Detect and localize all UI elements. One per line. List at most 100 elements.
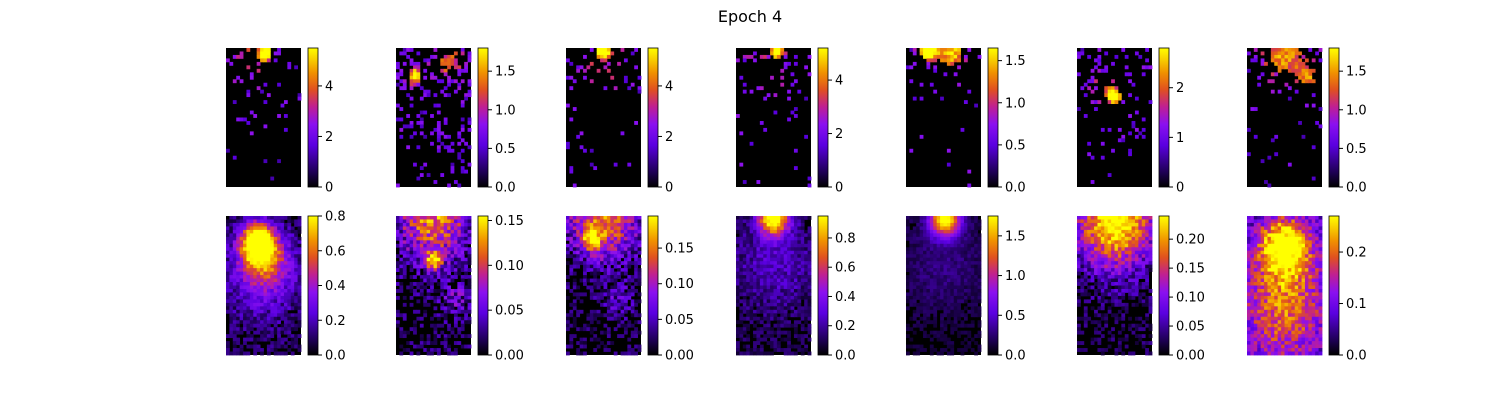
heatmap-cell — [297, 282, 302, 286]
heatmap-cell — [280, 299, 285, 304]
heatmap-cell — [596, 216, 601, 220]
heatmap-cell — [957, 247, 961, 252]
heatmap-cell — [266, 292, 271, 297]
heatmap-cell — [1087, 141, 1092, 146]
heatmap-cell — [617, 264, 621, 269]
heatmap-cell — [426, 292, 431, 297]
heatmap-cell — [1083, 271, 1088, 276]
heatmap-cell — [467, 292, 472, 297]
heatmap-cell — [787, 250, 791, 255]
heatmap-cell — [936, 275, 941, 279]
heatmap-cell — [620, 268, 625, 273]
heatmap-cell — [464, 226, 468, 231]
heatmap-cell — [290, 316, 295, 321]
heatmap-cell — [1104, 229, 1109, 234]
heatmap-cell — [1087, 236, 1092, 241]
heatmap-cell — [1138, 250, 1143, 255]
heatmap-cell — [440, 219, 445, 224]
heatmap-cell — [776, 334, 781, 339]
heatmap-cell — [603, 344, 608, 349]
heatmap-cell — [566, 226, 570, 231]
heatmap-cell — [467, 299, 472, 304]
colorbar-tick-label: 0.10 — [665, 277, 694, 292]
heatmap-cell — [912, 216, 917, 220]
heatmap-cell — [950, 330, 955, 335]
heatmap-cell — [1083, 247, 1088, 252]
heatmap-cell — [793, 327, 798, 332]
heatmap-cell — [457, 68, 462, 73]
heatmap-cell — [460, 51, 465, 56]
heatmap-cell — [232, 313, 237, 318]
heatmap-cell — [746, 282, 751, 286]
heatmap-cell — [453, 341, 458, 345]
heatmap-cell — [1077, 229, 1081, 234]
heatmap-cell — [1097, 222, 1102, 227]
heatmap-cell — [970, 257, 975, 262]
heatmap-cell — [963, 295, 968, 300]
heatmap-cell — [260, 243, 264, 248]
heatmap-cell — [413, 282, 417, 286]
heatmap-cell — [260, 236, 264, 241]
heatmap-cell — [453, 254, 458, 259]
heatmap-cell — [627, 162, 632, 167]
heatmap-cell — [239, 351, 244, 356]
heatmap-cell — [1100, 306, 1105, 311]
heatmap-cell — [409, 103, 414, 108]
heatmap-cell — [416, 145, 421, 150]
heatmap-cell — [450, 327, 455, 332]
heatmap-cell — [929, 233, 934, 238]
heatmap-cell — [756, 233, 761, 238]
heatmap-cell — [297, 348, 302, 352]
heatmap-cell — [443, 93, 448, 98]
heatmap-cell — [243, 271, 247, 276]
heatmap-cell — [770, 351, 774, 356]
heatmap-cell — [773, 299, 778, 304]
heatmap-cell — [1100, 68, 1105, 73]
heatmap-cell — [916, 268, 921, 273]
heatmap-cell — [440, 173, 445, 177]
heatmap-cell — [804, 96, 808, 101]
heatmap-cell — [440, 264, 445, 269]
heatmap-cell — [232, 233, 237, 238]
heatmap-cell — [926, 216, 931, 220]
heatmap-cell — [776, 309, 781, 314]
colorbar-tick-label: 1.5 — [1005, 229, 1026, 244]
heatmap-cell — [950, 295, 955, 300]
heatmap-cell — [763, 299, 768, 304]
heatmap-cell — [974, 250, 978, 255]
heatmap-cell — [402, 219, 407, 224]
heatmap-cell — [746, 285, 751, 290]
heatmap-cell — [1128, 261, 1132, 266]
heatmap-cell — [243, 278, 247, 283]
heatmap-cell — [402, 243, 407, 248]
heatmap-cell — [963, 243, 968, 248]
heatmap-cell — [957, 261, 961, 266]
heatmap-cell — [1114, 236, 1119, 241]
heatmap-cell — [232, 257, 237, 262]
heatmap-cell — [776, 226, 781, 231]
heatmap-cell — [974, 103, 978, 108]
heatmap-cell — [287, 320, 292, 325]
heatmap-cell — [280, 302, 285, 307]
heatmap-cell — [1090, 219, 1095, 224]
heatmap-cell — [1141, 229, 1146, 234]
heatmap-cell — [946, 229, 951, 234]
heatmap-cell — [946, 302, 951, 307]
heatmap-cell — [440, 257, 445, 262]
heatmap-cell — [1104, 264, 1109, 269]
heatmap-cell — [1111, 288, 1115, 293]
heatmap-cell — [1114, 299, 1119, 304]
heatmap-cell — [603, 48, 608, 52]
heatmap-cell — [457, 309, 462, 314]
heatmap-cell — [749, 320, 754, 325]
heatmap-cell — [753, 309, 757, 314]
heatmap-cell — [630, 261, 635, 266]
heatmap-cell — [239, 264, 244, 269]
heatmap-cell — [804, 261, 808, 266]
heatmap-cell — [450, 264, 455, 269]
heatmap-cell — [419, 254, 424, 259]
heatmap-cell — [416, 226, 421, 231]
heatmap-cell — [280, 278, 285, 283]
heatmap-cell — [1117, 254, 1122, 259]
heatmap-cell — [1284, 82, 1289, 87]
